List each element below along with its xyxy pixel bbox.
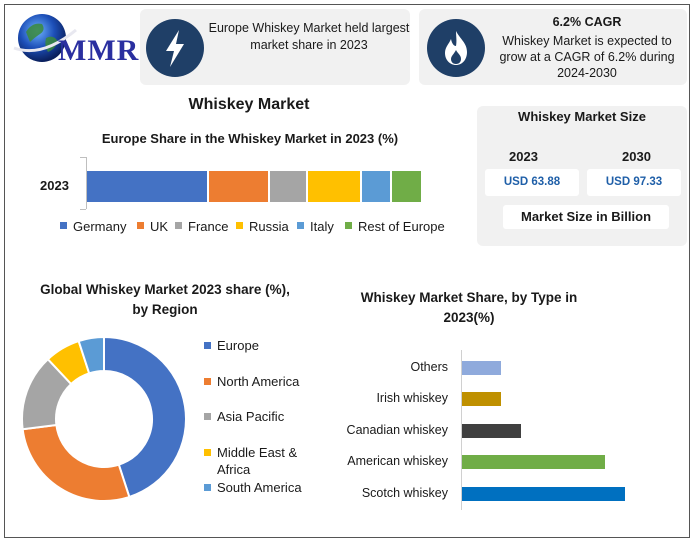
stack-segment-italy bbox=[361, 171, 391, 202]
legend-label: Asia Pacific bbox=[217, 409, 285, 424]
cagr-card: 6.2% CAGR Whiskey Market is expected to … bbox=[419, 9, 687, 85]
legend-label: North America bbox=[217, 374, 300, 389]
legend-item-uk: UK bbox=[137, 219, 168, 234]
year-2023-label: 2023 bbox=[509, 149, 538, 164]
value-2023: USD 63.88 bbox=[485, 169, 579, 196]
legend-item-rest-of-europe: Rest of Europe bbox=[345, 219, 445, 234]
bar-canadian-whiskey bbox=[462, 424, 521, 438]
donut-slice-europe bbox=[103, 335, 187, 499]
stack-tick bbox=[80, 157, 86, 158]
legend-label: Italy bbox=[310, 219, 334, 234]
stack-axis bbox=[86, 157, 87, 209]
stack-segment-russia bbox=[307, 171, 360, 202]
donut-slice-north-america bbox=[21, 423, 131, 502]
lightning-badge bbox=[146, 19, 204, 77]
legend-swatch bbox=[175, 222, 182, 229]
legend-label: France bbox=[188, 219, 229, 234]
value-2030: USD 97.33 bbox=[587, 169, 681, 196]
legend-item-france: France bbox=[175, 219, 228, 234]
region-donut-chart bbox=[21, 335, 187, 502]
legend-item-europe: Europe bbox=[204, 337, 259, 354]
europe-share-text: Europe Whiskey Market held largest marke… bbox=[208, 21, 410, 52]
bar-label-american-whiskey: American whiskey bbox=[347, 454, 448, 468]
legend-label: Middle East & Africa bbox=[217, 445, 298, 477]
flame-badge bbox=[427, 19, 485, 77]
bar-label-canadian-whiskey: Canadian whiskey bbox=[346, 423, 448, 437]
bar-label-irish-whiskey: Irish whiskey bbox=[376, 391, 448, 405]
infographic-frame bbox=[4, 4, 690, 538]
bar-label-others: Others bbox=[410, 360, 448, 374]
region-chart-title: Global Whiskey Market 2023 share (%), by… bbox=[40, 282, 290, 317]
legend-label: UK bbox=[150, 219, 169, 234]
bar-label-scotch-whiskey: Scotch whiskey bbox=[361, 486, 448, 500]
europe-legend: Germany UK France Russia Italy Rest of E… bbox=[60, 219, 460, 237]
bar-irish-whiskey bbox=[462, 392, 501, 406]
legend-swatch bbox=[204, 449, 211, 456]
stack-segment-rest-of-europe bbox=[392, 171, 421, 202]
legend-label: Germany bbox=[73, 219, 127, 234]
lightning-icon bbox=[166, 30, 184, 67]
logo-text: MMR bbox=[58, 34, 140, 67]
legend-item-russia: Russia bbox=[236, 219, 289, 234]
legend-item-italy: Italy bbox=[297, 219, 334, 234]
legend-item-middle-east-africa: Middle East & Africa bbox=[204, 444, 314, 478]
bar-others bbox=[462, 361, 501, 375]
legend-swatch bbox=[204, 378, 211, 385]
market-size-card: Whiskey Market Size 2023 2030 USD 63.88 … bbox=[477, 106, 687, 246]
legend-swatch bbox=[137, 222, 144, 229]
market-size-title: Whiskey Market Size bbox=[518, 109, 646, 124]
main-title: Whiskey Market bbox=[188, 96, 310, 113]
type-chart-title: Whiskey Market Share, by Type in 2023(%) bbox=[360, 290, 578, 325]
europe-chart-title: Europe Share in the Whiskey Market in 20… bbox=[101, 131, 399, 146]
legend-label: Russia bbox=[249, 219, 289, 234]
legend-swatch bbox=[204, 484, 211, 491]
bar-scotch-whiskey bbox=[462, 487, 625, 501]
stack-category-label: 2023 bbox=[40, 178, 69, 193]
legend-item-north-america: North America bbox=[204, 373, 299, 390]
bar-american-whiskey bbox=[462, 455, 605, 469]
stack-tick bbox=[80, 209, 86, 210]
legend-label: Rest of Europe bbox=[358, 219, 445, 234]
legend-item-asia-pacific: Asia Pacific bbox=[204, 408, 284, 425]
mmr-logo: MMR bbox=[12, 8, 140, 70]
year-2030-label: 2030 bbox=[622, 149, 651, 164]
legend-swatch bbox=[345, 222, 352, 229]
stack-segment-uk bbox=[209, 171, 269, 202]
legend-swatch bbox=[236, 222, 243, 229]
type-chart-axis bbox=[461, 350, 462, 510]
europe-share-card: Europe Whiskey Market held largest marke… bbox=[140, 9, 410, 85]
legend-swatch bbox=[60, 222, 67, 229]
donut-slice-south-america bbox=[77, 335, 105, 375]
legend-item-germany: Germany bbox=[60, 219, 126, 234]
flame-icon bbox=[445, 31, 467, 65]
legend-label: South America bbox=[217, 480, 302, 495]
legend-item-south-america: South America bbox=[204, 479, 302, 496]
stack-segment-germany bbox=[87, 171, 208, 202]
legend-swatch bbox=[204, 342, 211, 349]
cagr-text: Whiskey Market is expected to grow at a … bbox=[499, 34, 675, 80]
legend-swatch bbox=[297, 222, 304, 229]
market-size-unit: Market Size in Billion bbox=[503, 205, 669, 229]
stack-segment-france bbox=[270, 171, 306, 202]
legend-swatch bbox=[204, 413, 211, 420]
cagr-title: 6.2% CAGR bbox=[552, 15, 622, 29]
legend-label: Europe bbox=[217, 338, 259, 353]
